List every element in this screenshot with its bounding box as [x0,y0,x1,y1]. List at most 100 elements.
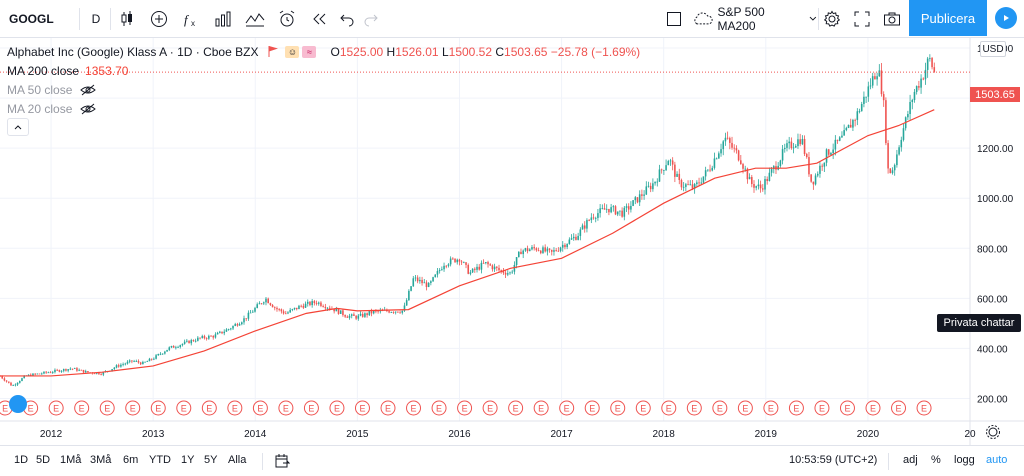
fullscreen-toggle[interactable] [662,6,686,32]
candle-body [7,381,10,383]
range-5d[interactable]: 5D [36,454,51,466]
change-value: −25.78 (−1.69%) [550,44,641,59]
undo-button[interactable] [336,6,358,32]
adj-toggle[interactable]: adj [903,454,918,466]
earnings-marker [329,400,345,416]
compare-add-button[interactable] [146,6,172,32]
candle-body [210,335,212,337]
redo-button[interactable] [360,6,382,32]
clock-timezone[interactable]: 10:53:59 (UTC+2) [789,454,878,466]
time-axis-settings-button[interactable] [986,425,1000,439]
candle-body [430,281,432,283]
legend-ma200-row[interactable]: MA 200 close 1353.70 [7,61,640,80]
range-1m[interactable]: 1Må [60,454,82,466]
templates-button[interactable] [242,6,268,32]
candle-body [258,303,261,305]
candle-body [474,268,476,270]
log-toggle[interactable]: logg [954,454,975,466]
gear-teeth [986,425,1000,439]
candle-body [480,262,483,270]
earnings-marker [303,400,319,416]
hidden-eye-icon[interactable] [80,84,97,96]
sentiment-icon[interactable]: ☺ [285,45,300,58]
symbol-title[interactable]: Alphabet Inc (Google) Klass A · 1D · Cbo… [7,44,259,59]
earnings-marker [99,400,115,416]
earnings-marker [891,400,907,416]
candle-body [287,312,289,314]
range-3m[interactable]: 3Må [90,454,112,466]
candle-body [1,375,3,379]
candle-body [838,137,841,141]
percent-toggle[interactable]: % [931,454,941,466]
snapshot-button[interactable] [880,6,904,32]
calendar-goto-icon[interactable] [274,453,290,469]
candle-body [803,138,806,155]
redo-icon [364,14,378,27]
expand-button[interactable] [850,6,874,32]
earnings-marker-label: E [640,404,646,414]
candle-body [133,361,135,362]
candle-body [797,139,799,147]
candle-body [755,186,758,188]
candle-body [280,309,283,312]
publish-button[interactable]: Publicera [909,0,987,36]
financials-button[interactable] [210,6,236,32]
legend-ma20-row[interactable]: MA 20 close [7,99,640,118]
range-ytd[interactable]: YTD [149,454,171,466]
candle-body [146,361,149,363]
candle-body [909,102,911,115]
publish-label: Publicera [920,10,976,26]
candle-body [223,331,226,334]
square-icon [667,12,681,26]
range-6m[interactable]: 6m [123,454,139,466]
camera-icon [884,12,900,26]
range-all[interactable]: Alla [228,454,247,466]
candle-body [707,169,709,171]
alert-button[interactable] [274,6,300,32]
svg-text:x: x [191,19,195,28]
candle-body [843,130,845,136]
candle-body [922,78,925,80]
candle-body [117,365,120,367]
wave-icon[interactable]: ≈ [302,45,317,58]
compare-symbol-selector[interactable]: S&P 500 MA200 [692,5,818,33]
candle-body [221,331,223,334]
play-button[interactable] [988,0,1024,36]
candle-body [852,119,854,128]
earnings-marker [431,400,447,416]
candle-body [139,362,142,365]
earnings-marker [533,400,549,416]
auto-toggle[interactable]: auto [986,454,1008,466]
range-1d[interactable]: 1D [14,454,29,466]
legend-ma50-row[interactable]: MA 50 close [7,80,640,99]
candle-body [702,176,705,183]
flag-icon[interactable] [268,46,279,57]
legend-collapse-button[interactable] [7,118,29,136]
symbol-search[interactable]: GOOGL [6,6,78,32]
candle-body [142,361,144,365]
settings-button[interactable] [820,6,844,32]
earnings-marker-label: E [742,404,748,414]
replay-button[interactable] [306,6,332,32]
candle-body [856,111,859,120]
bottom-divider [262,453,263,470]
range-1y[interactable]: 1Y [181,454,195,466]
interval-button[interactable]: D [84,6,108,32]
private-chats-tooltip[interactable]: Privata chattar [937,314,1021,332]
time-tick-label: 2018 [653,429,676,440]
candle-style-button[interactable] [114,6,140,32]
indicators-button[interactable]: f x [178,6,204,32]
ma50-label: MA 50 close [7,82,73,97]
high-value: 1526.01 [395,44,439,59]
candle-body [34,373,36,375]
currency-badge[interactable]: USD [980,41,1006,57]
candle-body [425,282,428,287]
range-5y[interactable]: 5Y [204,454,218,466]
earnings-marker-label: E [2,404,8,414]
candle-body [124,363,127,365]
price-tick-label: 200.00 [977,394,1008,405]
hidden-eye-icon[interactable] [80,103,97,115]
candle-body [590,217,593,221]
candle-body [21,378,23,382]
